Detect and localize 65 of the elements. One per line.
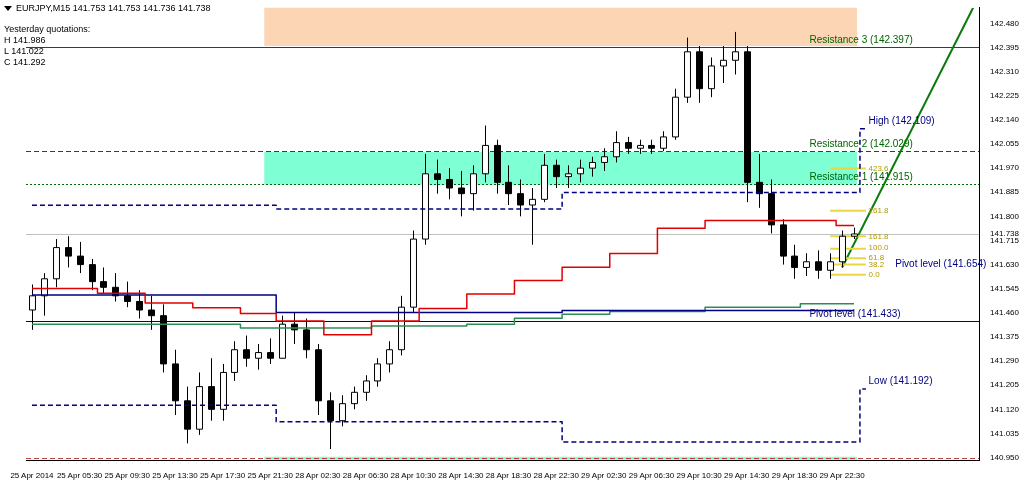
x-tick-label: 28 Apr 14:30 [438,471,485,481]
annotation: L 141.022 [4,46,45,57]
y-tick-label: 142.310 [990,66,1020,76]
candlestick [732,31,739,75]
y-tick-label: 142.480 [990,18,1020,28]
x-tick-label: 25 Apr 13:30 [152,471,199,481]
x-tick-label: 25 Apr 21:30 [247,471,294,481]
y-tick-label: 141.970 [990,163,1020,173]
x-tick-label: 28 Apr 18:30 [485,471,532,481]
x-tick-label: 29 Apr 02:30 [581,471,628,481]
ref-line-label: Resistance 3 (142.397) [809,34,913,46]
candlestick [803,252,810,277]
candlestick [124,281,131,308]
x-tick-label: 25 Apr 09:30 [104,471,151,481]
candlestick [827,252,834,280]
candlestick [267,337,274,365]
y-tick-label: 142.140 [990,115,1020,125]
annotation: 38.2 [868,260,885,270]
x-tick-label: 29 Apr 18:30 [771,471,818,481]
y-tick-label: 141.630 [990,259,1020,269]
x-tick-label: 29 Apr 06:30 [628,471,675,481]
candlestick [65,235,72,268]
annotation: H 141.986 [4,35,47,46]
chart-title: EURJPY,M15 141.753 141.753 141.736 141.738 [16,3,211,14]
x-tick-label: 28 Apr 10:30 [390,471,437,481]
x-tick-label: 25 Apr 17:30 [199,471,246,481]
y-tick-label: 141.885 [990,187,1020,197]
x-tick-label: 29 Apr 10:30 [676,471,723,481]
candlestick [255,343,262,371]
x-tick-label: 28 Apr 02:30 [295,471,342,481]
y-tick-label: 141.545 [990,283,1020,293]
annotation: 100.0 [868,243,890,253]
y-tick-label: 140.950 [990,452,1020,462]
annotation: Low (141.192) [868,375,933,387]
candlestick [243,335,250,368]
annotation: Yesterday quotations: [4,24,92,35]
y-tick-label: 141.460 [990,308,1020,318]
y-tick-label: 141.800 [990,211,1020,221]
y-tick-label: 141.290 [990,356,1020,366]
y-tick-label: 141.375 [990,332,1020,342]
annotation: 423.6 [868,163,890,173]
x-tick-label: 25 Apr 05:30 [56,471,103,481]
annotation: C 141.292 [4,57,47,68]
candlestick [601,147,608,172]
candlestick [100,266,107,294]
y-tick-label: 142.055 [990,139,1020,149]
x-tick-label: 28 Apr 22:30 [533,471,580,481]
x-tick-label: 25 Apr 2014 [10,471,55,481]
y-tick-label: 142.225 [990,90,1020,100]
candlestick [434,159,441,195]
candlestick [363,374,370,402]
y-tick-label: 142.395 [990,42,1020,52]
candlestick [660,130,667,152]
y-tick-label: 141.205 [990,380,1020,390]
annotation: 61.8 [868,253,885,263]
y-tick-label: 141.035 [990,428,1020,438]
x-tick-label: 28 Apr 06:30 [342,471,389,481]
annotation: 161.8 [868,231,890,241]
y-tick-label: 141.120 [990,404,1020,414]
candlestick [208,357,215,422]
candlestick [231,340,238,382]
candlestick [815,249,822,280]
x-tick-label: 29 Apr 22:30 [819,471,866,481]
annotation: 0.0 [868,270,881,280]
x-tick-label: 29 Apr 14:30 [724,471,770,481]
